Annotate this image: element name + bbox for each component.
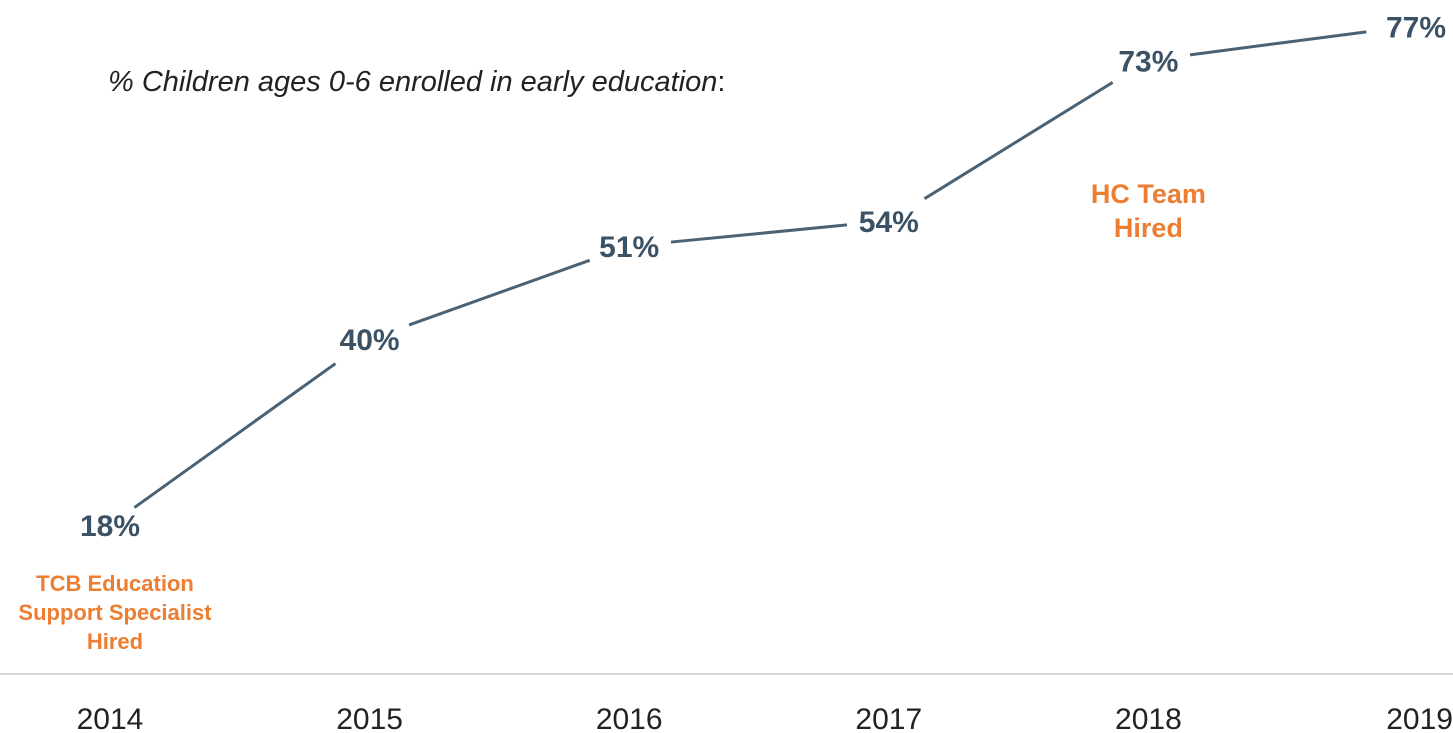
x-tick-label: 2016 (596, 703, 663, 733)
subtitle-text: % Children ages 0-6 enrolled in early ed… (108, 66, 718, 98)
data-label: 54% (859, 206, 919, 239)
annotation-line: HC Team (1091, 179, 1206, 209)
series-line-segment (1189, 30, 1367, 57)
subtitle-suffix: : (717, 66, 726, 98)
annotation: TCB Education Support Specialist Hired (18, 571, 212, 654)
data-labels: 18% 40% 51% 54% 73% 77% (80, 11, 1446, 543)
x-tick-label: 2019 (1386, 703, 1453, 733)
annotation: HC Team Hired (1091, 179, 1206, 243)
x-tick-label: 2014 (77, 703, 144, 733)
chart-subtitle: % Children ages 0-6 enrolled in early ed… (108, 66, 725, 99)
x-tick-label: 2017 (855, 703, 922, 733)
data-label: 77% (1386, 11, 1446, 44)
series-line-segment (133, 362, 337, 509)
data-label: 18% (80, 510, 140, 543)
series-line-segment (408, 258, 591, 327)
series-line-segment (923, 81, 1114, 200)
annotation-line: Hired (87, 629, 143, 654)
x-tick-label: 2015 (336, 703, 403, 733)
series-line-layer (133, 30, 1367, 509)
data-label: 51% (599, 231, 659, 264)
x-tick-labels: 2014 2015 2016 2017 2018 2019 (77, 703, 1453, 733)
data-label: 73% (1118, 45, 1178, 78)
x-tick-label: 2018 (1115, 703, 1182, 733)
annotation-line: TCB Education (36, 571, 194, 596)
annotation-line: Hired (1114, 213, 1183, 243)
data-label: 40% (340, 324, 400, 357)
annotation-line: Support Specialist (18, 600, 212, 625)
series-line-segment (670, 223, 848, 244)
